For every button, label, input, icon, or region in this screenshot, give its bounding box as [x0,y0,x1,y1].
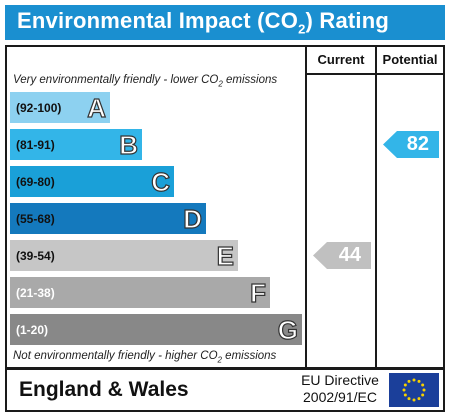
flag-star [407,397,411,401]
flag-star [403,383,407,387]
flag-star [417,397,421,401]
flag-star [422,388,426,392]
flag-star [421,393,425,397]
rating-band-a: (92-100) A [10,92,110,123]
rating-band-b: (81-91) B [10,129,142,160]
directive-line-2: 2002/91/EC [303,389,377,405]
flag-star [421,383,425,387]
top-caption: Very environmentally friendly - lower CO… [13,74,278,89]
band-range: (92-100) [16,100,62,115]
band-letter: F [250,277,267,308]
rating-band-e: (39-54) E [10,240,238,271]
rating-band-g: (1-20) G [10,314,302,345]
bottom-caption: Not environmentally friendly - higher CO… [13,350,277,365]
directive-line-1: EU Directive [301,372,379,388]
band-letter: E [216,240,235,271]
band-letter: G [277,314,298,345]
flag-star [407,379,411,383]
divider [307,73,443,75]
current-column-header: Current [317,52,365,67]
current-rating-arrow: 44 [313,242,371,269]
potential-column-header: Potential [382,52,438,67]
rating-band-d: (55-68) D [10,203,206,234]
chart-title: Environmental Impact (CO2) Rating [5,5,445,40]
rating-frame: Current Potential Very environmentally f… [5,45,445,369]
band-letter: B [119,129,139,160]
chart-title-text: Environmental Impact (CO2) Rating [17,8,389,37]
band-letter: A [87,92,107,123]
band-range: (81-91) [16,137,55,152]
band-range: (21-38) [16,285,55,300]
divider [375,47,377,367]
band-range: (69-80) [16,174,55,189]
band-letter: C [151,166,171,197]
flag-star [417,379,421,383]
flag-star [403,393,407,397]
footer: England & Wales EU Directive 2002/91/EC [5,368,445,412]
band-range: (1-20) [16,322,49,337]
potential-rating-arrow: 82 [383,131,439,158]
band-letter: D [183,203,203,234]
band-range: (39-54) [16,248,55,263]
flag-star [412,398,416,402]
band-range: (55-68) [16,211,55,226]
eu-directive: EU Directive 2002/91/EC [293,372,387,406]
rating-band-f: (21-38) F [10,277,270,308]
flag-star [412,378,416,382]
region-label: England & Wales [19,378,189,401]
rating-band-c: (69-80) C [10,166,174,197]
eu-flag-icon [389,373,439,407]
flag-star [402,388,406,392]
divider [305,47,307,367]
